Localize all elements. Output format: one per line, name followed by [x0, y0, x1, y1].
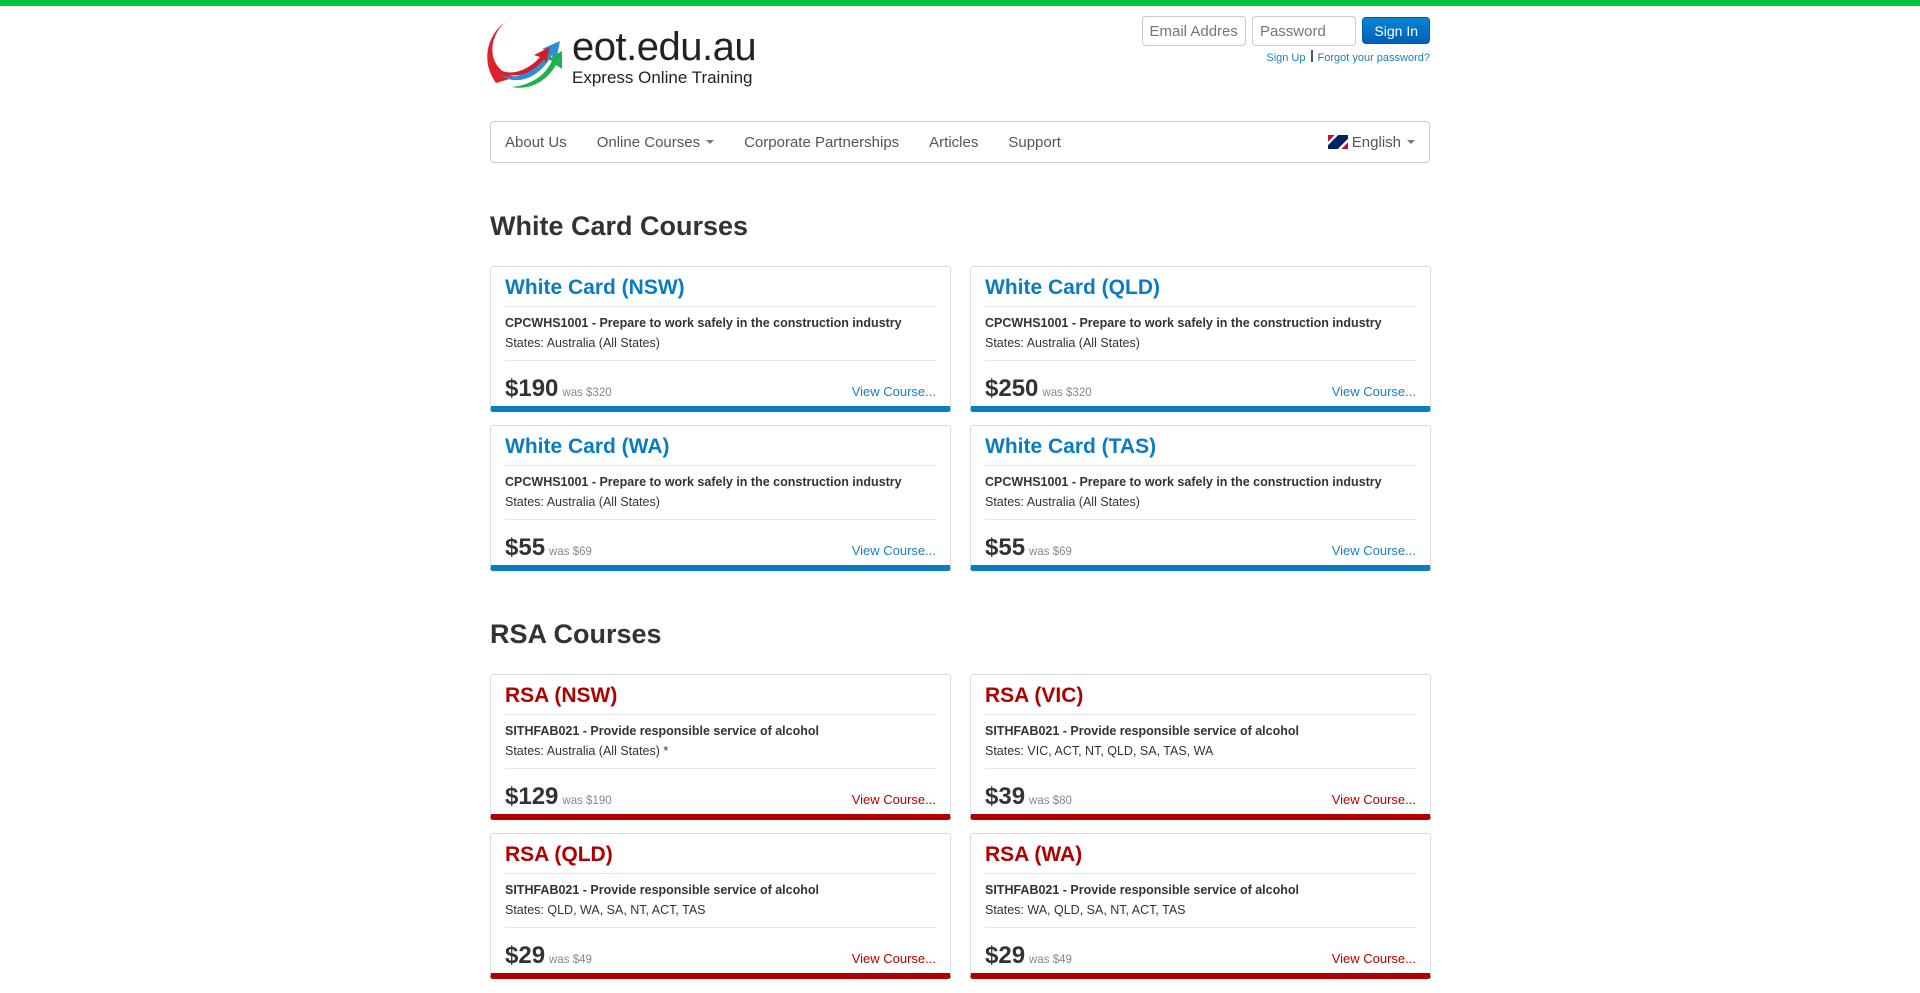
course-title[interactable]: White Card (TAS) — [985, 434, 1416, 466]
login-form: Sign In Sign Up Forgot your password? — [1141, 16, 1431, 64]
was-price: was $320 — [1042, 387, 1092, 399]
course-card: RSA (WA) SITHFAB021 - Provide responsibl… — [970, 833, 1431, 979]
nav-about-us[interactable]: About Us — [505, 133, 567, 151]
course-states: States: Australia (All States) * — [505, 744, 936, 769]
divider — [1310, 50, 1313, 62]
course-states: States: Australia (All States) — [505, 495, 936, 520]
course-title[interactable]: RSA (WA) — [985, 842, 1416, 874]
section-title: RSA Courses — [490, 619, 662, 649]
course-card: White Card (QLD) CPCWHS1001 - Prepare to… — [970, 266, 1431, 412]
unit-code: CPCWHS1001 - Prepare to work safely in t… — [505, 475, 902, 489]
view-course-link[interactable]: View Course... — [851, 384, 936, 399]
was-price: was $190 — [562, 795, 612, 807]
price: $190 — [505, 375, 559, 402]
course-card: White Card (NSW) CPCWHS1001 - Prepare to… — [490, 266, 951, 412]
course-states: States: WA, QLD, SA, NT, ACT, TAS — [985, 903, 1416, 928]
course-states: States: Australia (All States) — [985, 336, 1416, 361]
password-input[interactable] — [1251, 16, 1356, 46]
caret-down-icon — [706, 139, 715, 144]
sign-in-button[interactable]: Sign In — [1362, 17, 1430, 44]
uk-flag-icon — [1327, 135, 1348, 149]
course-grid: RSA (NSW) SITHFAB021 - Provide responsib… — [490, 674, 1431, 979]
unit-code: CPCWHS1001 - Prepare to work safely in t… — [985, 475, 1382, 489]
course-states: States: Australia (All States) — [985, 495, 1416, 520]
view-course-link[interactable]: View Course... — [1331, 543, 1416, 558]
course-grid: White Card (NSW) CPCWHS1001 - Prepare to… — [490, 266, 1431, 571]
view-course-link[interactable]: View Course... — [851, 792, 936, 807]
price: $250 — [985, 375, 1039, 402]
language-label: English — [1351, 133, 1401, 151]
was-price: was $49 — [1029, 954, 1072, 966]
was-price: was $69 — [1029, 546, 1072, 558]
unit-code: SITHFAB021 - Provide responsible service… — [985, 883, 1299, 897]
header: eot.edu.au Express Online Training Sign … — [487, 6, 1431, 121]
section-title: White Card Courses — [490, 211, 749, 241]
view-course-link[interactable]: View Course... — [851, 951, 936, 966]
price: $29 — [985, 942, 1026, 969]
course-title[interactable]: RSA (QLD) — [505, 842, 936, 874]
top-accent-bar — [0, 0, 1920, 6]
course-title[interactable]: RSA (NSW) — [505, 683, 936, 715]
course-states: States: QLD, WA, SA, NT, ACT, TAS — [505, 903, 936, 928]
caret-down-icon — [1407, 140, 1415, 144]
view-course-link[interactable]: View Course... — [1331, 792, 1416, 807]
course-states: States: Australia (All States) — [505, 336, 936, 361]
view-course-link[interactable]: View Course... — [851, 543, 936, 558]
unit-code: SITHFAB021 - Provide responsible service… — [985, 724, 1299, 738]
logo-title: eot.edu.au — [572, 24, 757, 69]
logo-subtitle: Express Online Training — [572, 67, 753, 87]
navbar: About Us Online Courses Corporate Partne… — [490, 121, 1430, 163]
course-title[interactable]: White Card (WA) — [505, 434, 936, 466]
nav-online-courses-label: Online Courses — [596, 133, 701, 151]
course-card: White Card (TAS) CPCWHS1001 - Prepare to… — [970, 425, 1431, 571]
price: $55 — [505, 534, 546, 561]
nav-online-courses[interactable]: Online Courses — [596, 133, 715, 151]
logo[interactable]: eot.edu.au Express Online Training — [486, 21, 757, 93]
nav-corporate-partnerships[interactable]: Corporate Partnerships — [744, 133, 900, 151]
course-title[interactable]: White Card (QLD) — [985, 275, 1416, 307]
price: $29 — [505, 942, 546, 969]
view-course-link[interactable]: View Course... — [1331, 951, 1416, 966]
course-card: White Card (WA) CPCWHS1001 - Prepare to … — [490, 425, 951, 571]
unit-code: CPCWHS1001 - Prepare to work safely in t… — [505, 316, 902, 330]
language-selector[interactable]: English — [1327, 133, 1415, 151]
price: $55 — [985, 534, 1026, 561]
view-course-link[interactable]: View Course... — [1331, 384, 1416, 399]
course-card: RSA (QLD) SITHFAB021 - Provide responsib… — [490, 833, 951, 979]
sign-up-link[interactable]: Sign Up — [1266, 52, 1306, 64]
course-title[interactable]: White Card (NSW) — [505, 275, 936, 307]
email-input[interactable] — [1141, 16, 1246, 46]
course-card: RSA (VIC) SITHFAB021 - Provide responsib… — [970, 674, 1431, 820]
forgot-password-link[interactable]: Forgot your password? — [1317, 52, 1431, 64]
course-states: States: VIC, ACT, NT, QLD, SA, TAS, WA — [985, 744, 1416, 769]
was-price: was $320 — [562, 387, 612, 399]
course-title[interactable]: RSA (VIC) — [985, 683, 1416, 715]
price: $129 — [505, 783, 559, 810]
unit-code: SITHFAB021 - Provide responsible service… — [505, 724, 819, 738]
was-price: was $49 — [549, 954, 592, 966]
nav-articles[interactable]: Articles — [929, 133, 979, 151]
nav-support[interactable]: Support — [1008, 133, 1061, 151]
unit-code: CPCWHS1001 - Prepare to work safely in t… — [985, 316, 1382, 330]
course-card: RSA (NSW) SITHFAB021 - Provide responsib… — [490, 674, 951, 820]
was-price: was $69 — [549, 546, 592, 558]
price: $39 — [985, 783, 1026, 810]
was-price: was $80 — [1029, 795, 1072, 807]
unit-code: SITHFAB021 - Provide responsible service… — [505, 883, 819, 897]
logo-swoosh-icon — [487, 23, 562, 88]
